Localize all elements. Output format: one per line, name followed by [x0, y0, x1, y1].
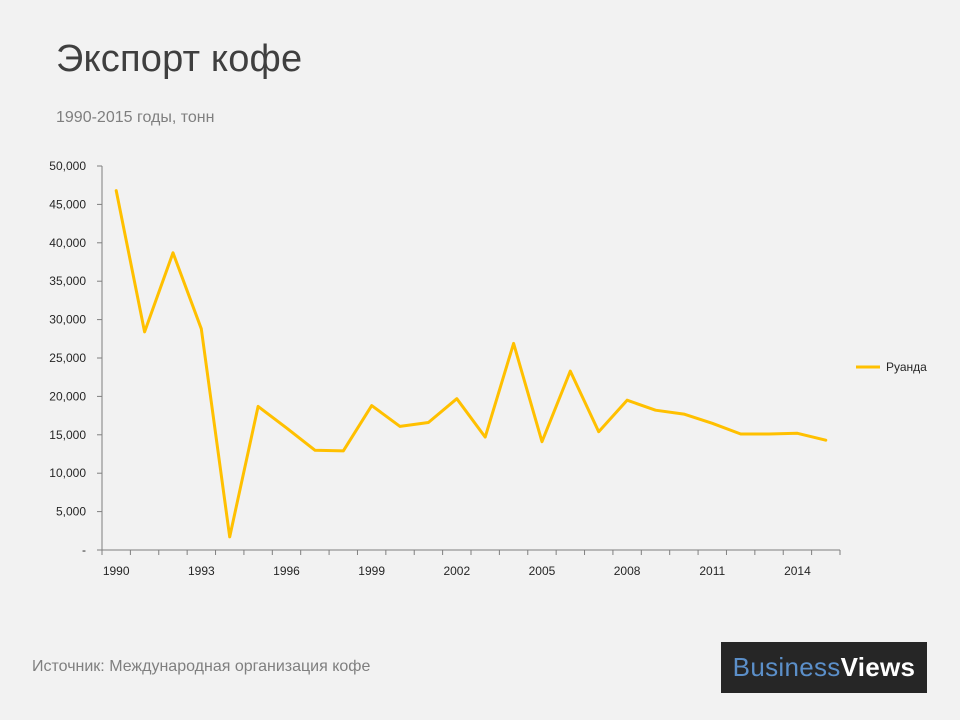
x-tick-label: 2011	[699, 564, 725, 578]
y-tick-label: 10,000	[49, 466, 86, 480]
x-tick-label: 1999	[358, 564, 385, 578]
legend: Руанда	[856, 360, 927, 374]
x-tick-label: 2002	[443, 564, 470, 578]
y-tick-label: 5,000	[56, 505, 86, 519]
x-tick-label: 2008	[614, 564, 641, 578]
y-tick-label: 15,000	[49, 428, 86, 442]
logo-part-business: Business	[732, 652, 841, 682]
y-axis: - 5,000 10,000 15,000 20,000 25,000 30,000 35,0…	[49, 159, 103, 557]
y-tick-label: 45,000	[49, 197, 86, 211]
logo-part-views: Views	[840, 652, 916, 682]
series-line-0	[114, 189, 828, 539]
chart-title: Экспорт кофе	[56, 38, 303, 80]
y-tick-label: -	[82, 543, 86, 557]
chart-subtitle: 1990-2015 годы, тонн	[56, 109, 215, 126]
x-tick-label: 1996	[273, 564, 300, 578]
y-tick-label: 35,000	[49, 274, 86, 288]
x-axis: 1990 1993 1996 1999 2002 2005 2008 2011 2014	[101, 549, 841, 578]
x-tick-label: 2005	[529, 564, 556, 578]
y-tick-label: 30,000	[49, 313, 86, 327]
x-tick-label: 2014	[784, 564, 811, 578]
businessviews-logo: Business Views	[721, 642, 927, 693]
x-tick-label: 1993	[188, 564, 215, 578]
y-tick-label: 20,000	[49, 389, 86, 403]
y-tick-label: 40,000	[49, 236, 86, 250]
y-tick-label: 25,000	[49, 351, 86, 365]
source-note: Источник: Международная организация кофе	[32, 658, 371, 675]
x-tick-label: 1990	[103, 564, 130, 578]
y-tick-label: 50,000	[49, 159, 86, 173]
series-layer	[114, 189, 828, 539]
legend-label: Руанда	[886, 360, 927, 374]
